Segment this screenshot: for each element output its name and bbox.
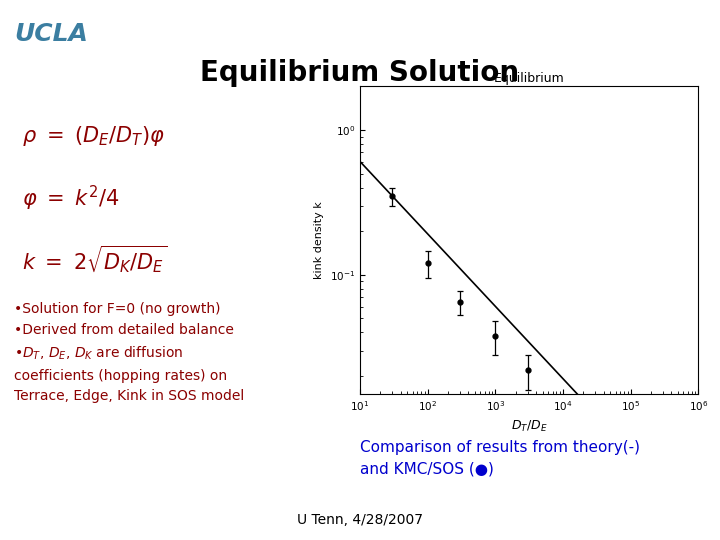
X-axis label: $D_T/D_E$: $D_T/D_E$	[511, 418, 547, 434]
Text: Equilibrium Solution: Equilibrium Solution	[200, 59, 520, 87]
Text: $\rho \ = \ (D_E/D_T)\varphi$: $\rho \ = \ (D_E/D_T)\varphi$	[22, 124, 164, 148]
Text: $k \ = \ 2\sqrt{D_K/D_E}$: $k \ = \ 2\sqrt{D_K/D_E}$	[22, 243, 167, 274]
Title: Equilibrium: Equilibrium	[494, 72, 564, 85]
Text: Comparison of results from theory(-): Comparison of results from theory(-)	[360, 440, 640, 455]
Text: and KMC/SOS (●): and KMC/SOS (●)	[360, 462, 494, 477]
Y-axis label: kink density k: kink density k	[314, 201, 324, 279]
Text: UCLA: UCLA	[14, 22, 89, 45]
Text: U Tenn, 4/28/2007: U Tenn, 4/28/2007	[297, 512, 423, 526]
Text: •Solution for F=0 (no growth)
•Derived from detailed balance
•$D_T$, $D_E$, $D_K: •Solution for F=0 (no growth) •Derived f…	[14, 302, 245, 403]
Text: $\varphi \ = \ k^2/4$: $\varphi \ = \ k^2/4$	[22, 184, 120, 213]
